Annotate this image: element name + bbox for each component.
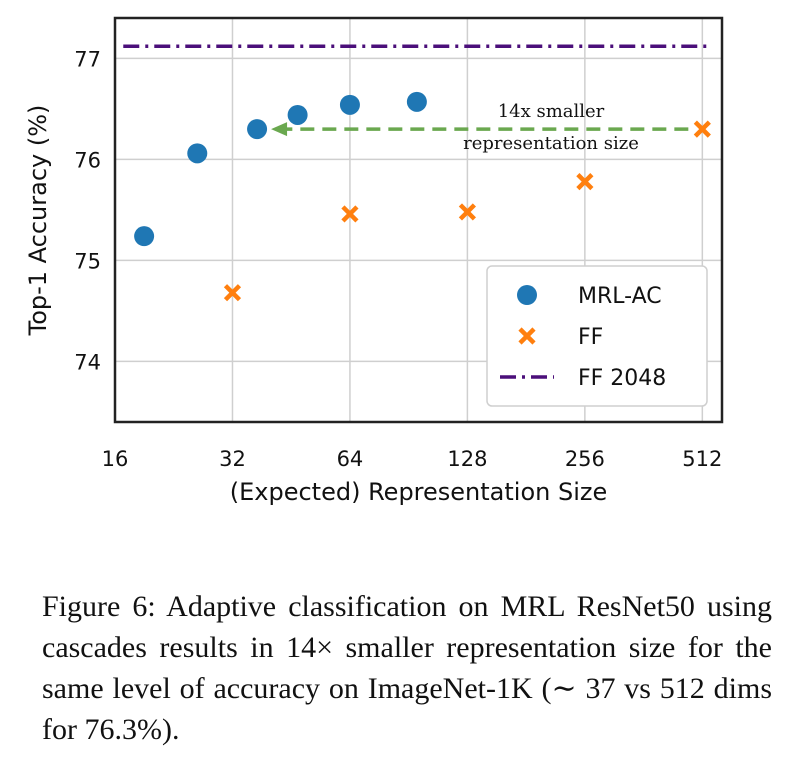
legend-label: FF 2048 [578, 366, 666, 391]
y-tick-label: 76 [74, 148, 101, 172]
mrl-ac-point [247, 119, 268, 140]
grid [114, 18, 722, 422]
mrl-ac-point [406, 91, 427, 112]
x-tick-label: 64 [337, 447, 364, 471]
y-tick-label: 75 [74, 249, 101, 273]
mrl-ac-point [134, 226, 155, 247]
x-tick-label: 16 [102, 447, 129, 471]
ff-point [693, 120, 711, 138]
ff-point [341, 205, 359, 223]
x-tick-label: 128 [447, 447, 487, 471]
legend-entry: FF 2048 [500, 366, 666, 391]
legend: MRL-AC FF FF 2048 [486, 265, 708, 407]
legend-box [486, 265, 708, 407]
annotation-line-2: representation size [463, 133, 639, 154]
ff-point [576, 173, 594, 191]
annotation: 14x smaller representation size [271, 101, 689, 154]
annotation-line-1: 14x smaller [498, 101, 605, 122]
mrl-ac-point [339, 94, 360, 115]
tick-labels: 16 32 64 128 256 512 74 75 76 77 [74, 47, 722, 471]
x-tick-label: 32 [219, 447, 246, 471]
legend-marker-ff [518, 327, 536, 345]
y-tick-label: 74 [74, 350, 101, 374]
legend-entry: MRL-AC [517, 284, 662, 309]
x-axis-label: (Expected) Representation Size [230, 478, 608, 506]
ff-point [223, 284, 242, 302]
data-points [134, 91, 711, 302]
mrl-ac-point [187, 143, 208, 164]
plot-frame [113, 16, 724, 424]
ff-point [458, 203, 476, 221]
accuracy-vs-size-chart: 14x smaller representation size 16 32 64 128… [24, 16, 724, 506]
x-tick-label: 256 [565, 447, 605, 471]
arrow-head [271, 122, 288, 137]
legend-label: FF [578, 325, 603, 350]
y-tick-label: 77 [74, 47, 101, 71]
legend-label: MRL-AC [578, 284, 662, 309]
y-axis-label: Top-1 Accuracy (%) [24, 105, 52, 337]
mrl-ac-point [287, 104, 308, 125]
x-tick-label: 512 [682, 447, 722, 471]
figure-caption: Figure 6: Adaptive classification on MRL… [42, 590, 772, 746]
legend-marker-mrl-ac [517, 285, 537, 305]
legend-entry: FF [518, 325, 603, 350]
